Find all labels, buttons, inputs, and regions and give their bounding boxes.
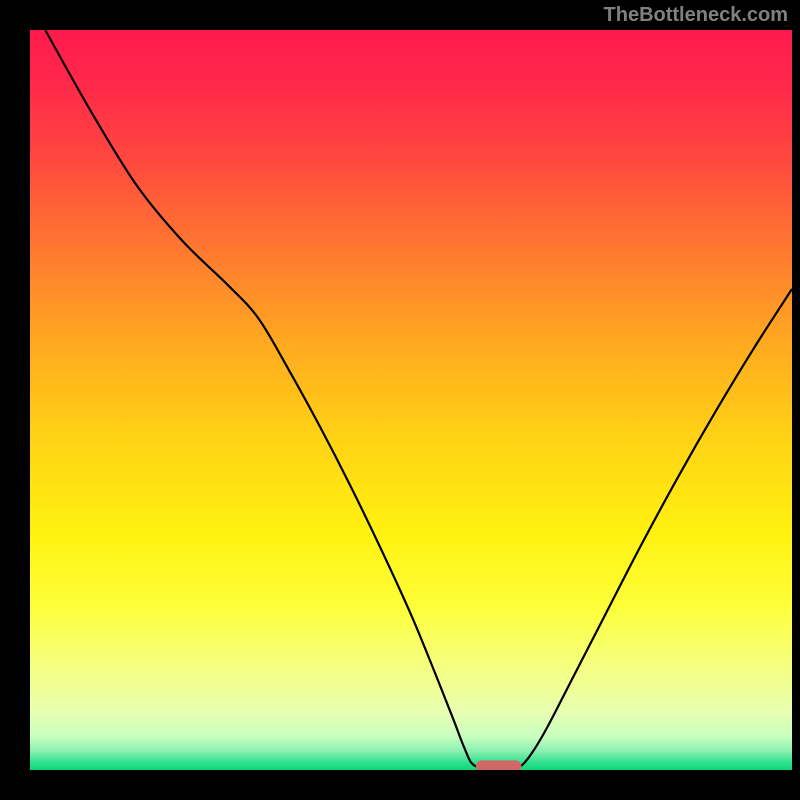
watermark-text: TheBottleneck.com — [604, 4, 788, 27]
chart-svg — [30, 30, 792, 770]
chart-area — [30, 30, 792, 770]
min-marker — [476, 760, 522, 770]
gradient-background — [30, 30, 792, 770]
